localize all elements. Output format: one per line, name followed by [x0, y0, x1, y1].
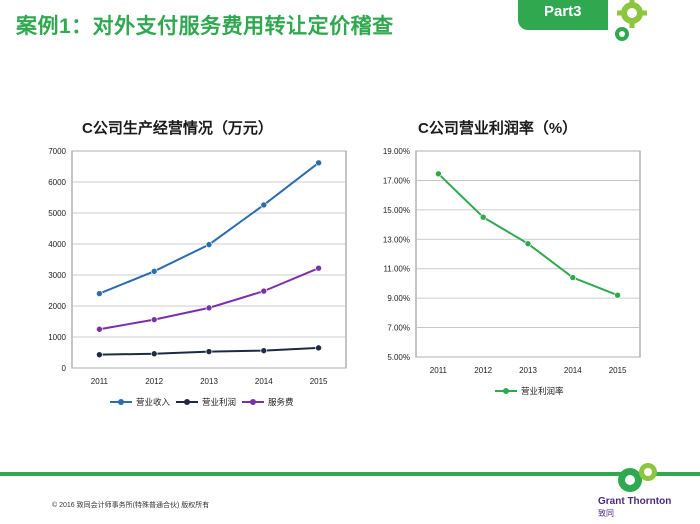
y-tick-label: 9.00%: [387, 294, 410, 303]
x-tick-label: 2012: [145, 377, 163, 386]
y-tick-label: 7000: [48, 147, 66, 156]
chart-title-right: C公司营业利润率（%）: [418, 120, 578, 137]
data-point: [260, 347, 268, 354]
part-tab: [518, 0, 608, 30]
x-tick-label: 2015: [609, 366, 627, 375]
y-tick-label: 0: [62, 364, 67, 373]
legend-marker: [118, 399, 124, 405]
legend-label: 营业利润率: [521, 386, 564, 396]
data-point: [569, 274, 577, 281]
data-point: [96, 290, 103, 297]
data-point: [150, 350, 158, 358]
x-tick-label: 2014: [564, 366, 582, 375]
logo-text: Grant Thornton: [598, 496, 672, 507]
data-point: [435, 170, 442, 178]
data-point: [96, 351, 103, 358]
y-tick-label: 13.00%: [383, 235, 410, 244]
y-tick-label: 4000: [48, 240, 66, 249]
chart-left: 0 1000 2000 3000 4000 5000 6000 7000 2011 2012 201…: [48, 147, 347, 407]
y-tick-label: 6000: [48, 178, 66, 187]
x-tick-label: 2014: [255, 377, 273, 386]
y-tick-label: 11.00%: [383, 265, 410, 274]
part-label: Part3: [544, 3, 582, 20]
y-tick-label: 2000: [48, 302, 66, 311]
x-tick-label: 2011: [430, 366, 448, 375]
footer-divider: [0, 472, 700, 476]
gear-icon: [615, 0, 647, 41]
data-point: [260, 287, 268, 295]
series-line: [437, 173, 618, 297]
data-point: [205, 348, 213, 355]
data-point: [479, 213, 487, 221]
chart-title-left: C公司生产经营情况（万元）: [82, 120, 273, 137]
x-tick-label: 2012: [474, 366, 492, 375]
y-tick-label: 15.00%: [383, 206, 410, 215]
series-line: [99, 267, 319, 331]
x-tick-label: 2015: [310, 377, 328, 386]
data-point: [150, 267, 158, 275]
copyright-text: © 2016 致同会计师事务所(特殊普通合伙) 版权所有: [52, 502, 210, 509]
y-tick-label: 3000: [48, 271, 66, 280]
data-point: [315, 264, 322, 272]
y-tick-label: 5000: [48, 209, 66, 218]
y-tick-label: 1000: [48, 333, 66, 342]
legend-marker: [184, 399, 190, 405]
data-point: [96, 325, 103, 333]
data-point: [150, 316, 158, 323]
data-point: [205, 304, 213, 312]
legend-label: 营业利润: [202, 397, 236, 407]
y-tick-label: 7.00%: [387, 324, 410, 333]
series-line: [99, 161, 320, 295]
legend-label: 营业收入: [136, 397, 171, 407]
x-tick-label: 2013: [200, 377, 218, 386]
legend-label: 服务费: [268, 397, 294, 407]
data-point: [205, 241, 213, 248]
data-point: [260, 201, 268, 209]
plot-frame: [415, 150, 641, 358]
logo-subtext: 致同: [598, 509, 614, 518]
page-title: 案例1：对外支付服务费用转让定价稽查: [16, 15, 394, 38]
data-point: [524, 240, 532, 247]
y-tick-label: 5.00%: [387, 353, 410, 362]
data-point: [315, 344, 322, 352]
chart-right: 5.00% 7.00% 9.00% 11.00% 13.00% 15.00% 17.00% 1…: [383, 147, 641, 396]
gear-logo-icon: [618, 463, 657, 492]
x-tick-label: 2013: [519, 366, 537, 375]
legend-marker: [250, 399, 256, 405]
y-tick-label: 19.00%: [383, 147, 410, 156]
x-tick-label: 2011: [91, 377, 109, 386]
data-point: [614, 291, 621, 299]
y-tick-label: 17.00%: [383, 176, 410, 185]
data-point: [315, 159, 322, 167]
legend-marker: [503, 388, 509, 394]
plot-frame: [71, 150, 347, 369]
